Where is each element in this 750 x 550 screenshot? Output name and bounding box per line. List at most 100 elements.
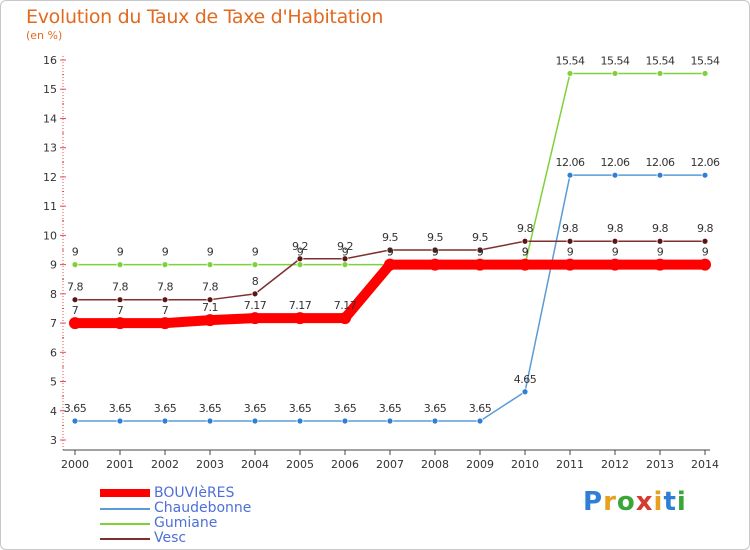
data-label: 9.5 [472,231,488,244]
data-label: 15.54 [691,54,720,67]
series-line-1 [74,174,706,422]
data-label: 12.06 [601,156,630,169]
data-labels: 3.65 3.65 3.65 3.65 3.65 3.65 3.65 3.65 3.65 3.65… [64,54,721,415]
data-point [519,258,531,271]
logo-letter: t [663,487,677,517]
data-label: 9 [522,246,529,259]
logo-letter: r [603,487,617,517]
data-label: 4.65 [514,373,537,386]
legend-swatch-vesc [100,538,150,540]
y-tick-label: 7 [50,317,57,330]
data-point [656,70,664,77]
y-tick-label: 3 [50,434,57,447]
axes [62,56,710,451]
data-label: 9 [432,246,439,259]
y-tick-label: 14 [43,112,57,125]
data-point [566,171,574,179]
x-tick-label: 2002 [151,458,179,471]
data-label: 9 [162,246,169,259]
y-tick-label: 12 [43,171,57,184]
data-label: 7.17 [334,299,357,312]
data-point [116,261,124,269]
data-label: 9 [477,246,484,259]
x-tick-label: 2005 [286,458,314,471]
x-tick-label: 2000 [61,458,89,471]
data-label: 8 [252,275,259,288]
data-label: 9 [207,246,214,259]
data-label: 7.17 [289,299,312,312]
x-tick-label: 2001 [106,458,134,471]
chart-subtitle: (en %) [26,29,63,42]
x-tick-label: 2011 [556,458,584,471]
data-label: 9 [252,246,259,259]
data-point [566,70,574,77]
data-point [69,317,81,330]
data-label: 7 [117,304,124,317]
data-point [609,258,621,271]
y-tick-label: 6 [50,346,57,359]
data-label: 3.65 [379,402,402,415]
legend-label-gumiane: Gumiane [154,515,218,531]
data-label: 12.06 [556,156,585,169]
data-label: 7.8 [67,281,83,294]
data-label: 9 [387,246,394,259]
data-point [206,261,214,269]
data-label: 15.54 [601,54,630,67]
data-point [431,246,439,254]
data-point [341,261,349,269]
data-label: 7 [162,304,169,317]
data-label: 9 [387,246,394,259]
x-tick-label: 2012 [601,458,629,471]
y-tick-label: 8 [50,288,57,301]
data-label: 3.65 [469,402,492,415]
legend-label-bouvieres: BOUVIèRES [154,485,235,501]
data-label: 3.65 [289,402,312,415]
data-label: 3.65 [199,402,222,415]
data-label: 12.06 [691,156,720,169]
data-label: 9 [702,246,709,259]
x-tick-label: 2013 [646,458,674,471]
data-point [251,290,259,298]
data-point [521,237,529,245]
data-point [699,258,711,271]
data-label: 9 [432,246,439,259]
series-line-0 [70,259,710,329]
logo-letter: P [583,487,604,517]
legend-label-vesc: Vesc [154,530,187,546]
data-label: 3.65 [244,402,267,415]
data-label: 15.54 [556,54,585,67]
data-label: 3.65 [424,402,447,415]
data-point [431,417,439,425]
data-label: 9 [522,246,529,259]
data-point [701,70,709,77]
y-tick-label: 13 [43,142,57,155]
data-label: 9.2 [292,240,308,253]
data-point [116,296,124,304]
logo-letter: x [635,487,654,517]
data-label: 9 [342,246,349,259]
data-point [566,237,574,245]
data-label: 3.65 [334,402,357,415]
data-label: 3.65 [154,402,177,415]
data-label: 9 [297,246,304,259]
x-tick-label: 2004 [241,458,269,471]
y-tick-label: 16 [43,54,57,67]
data-label: 9.8 [697,222,713,235]
data-point [71,296,79,304]
y-tick-label: 15 [43,83,57,96]
data-point [251,261,259,269]
data-point [71,417,79,425]
data-label: 9 [117,246,124,259]
y-tick-label: 10 [43,229,57,242]
data-point [159,317,171,330]
data-point [656,237,664,245]
logo-letter: o [616,487,636,517]
data-point [564,258,576,271]
data-label: 9.5 [427,231,443,244]
proxiti-logo: Proxiti [583,487,687,517]
data-point [611,70,619,77]
x-tick-label: 2007 [376,458,404,471]
data-label: 9.8 [517,222,533,235]
data-point [206,296,214,304]
